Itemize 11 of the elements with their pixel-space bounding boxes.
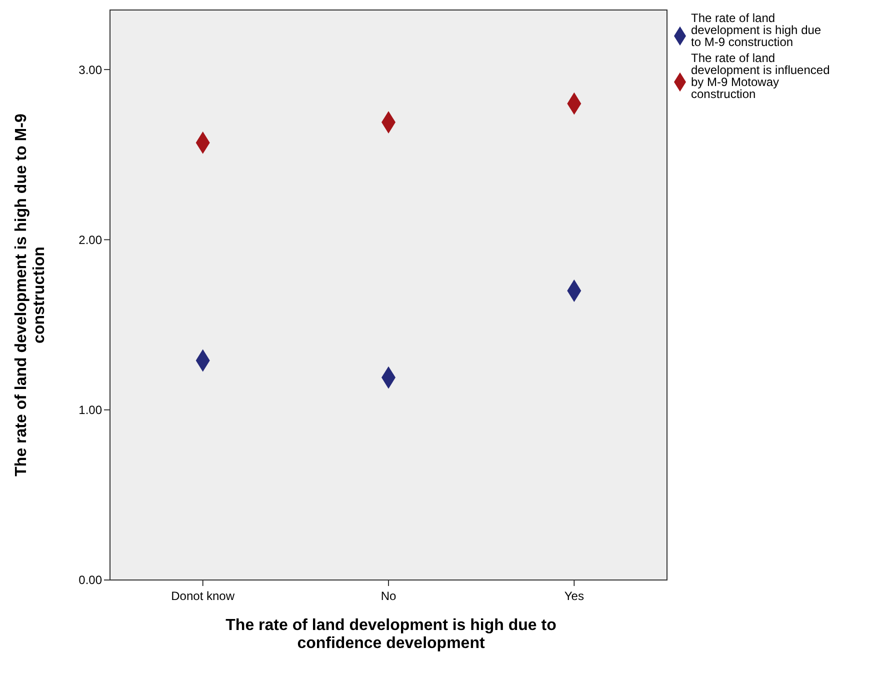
y-tick-label: 3.00	[78, 62, 102, 77]
x-tick-label: Yes	[564, 589, 584, 603]
x-tick-label: Donot know	[171, 589, 235, 603]
x-tick-label: No	[380, 589, 396, 603]
y-tick-label: 2.00	[78, 232, 102, 247]
x-axis-title: The rate of land development is high due to confidence development	[226, 617, 557, 652]
legend-label: The rate of land development is high due to M-9 construction	[691, 11, 822, 49]
y-tick-label: 1.00	[78, 403, 102, 418]
y-axis-title: The rate of land development is high due to M-9 construction	[13, 114, 48, 476]
legend-label: The rate of land development is influenced by M-9 Motoway construction	[691, 51, 830, 101]
y-tick-label: 0.00	[78, 573, 102, 588]
